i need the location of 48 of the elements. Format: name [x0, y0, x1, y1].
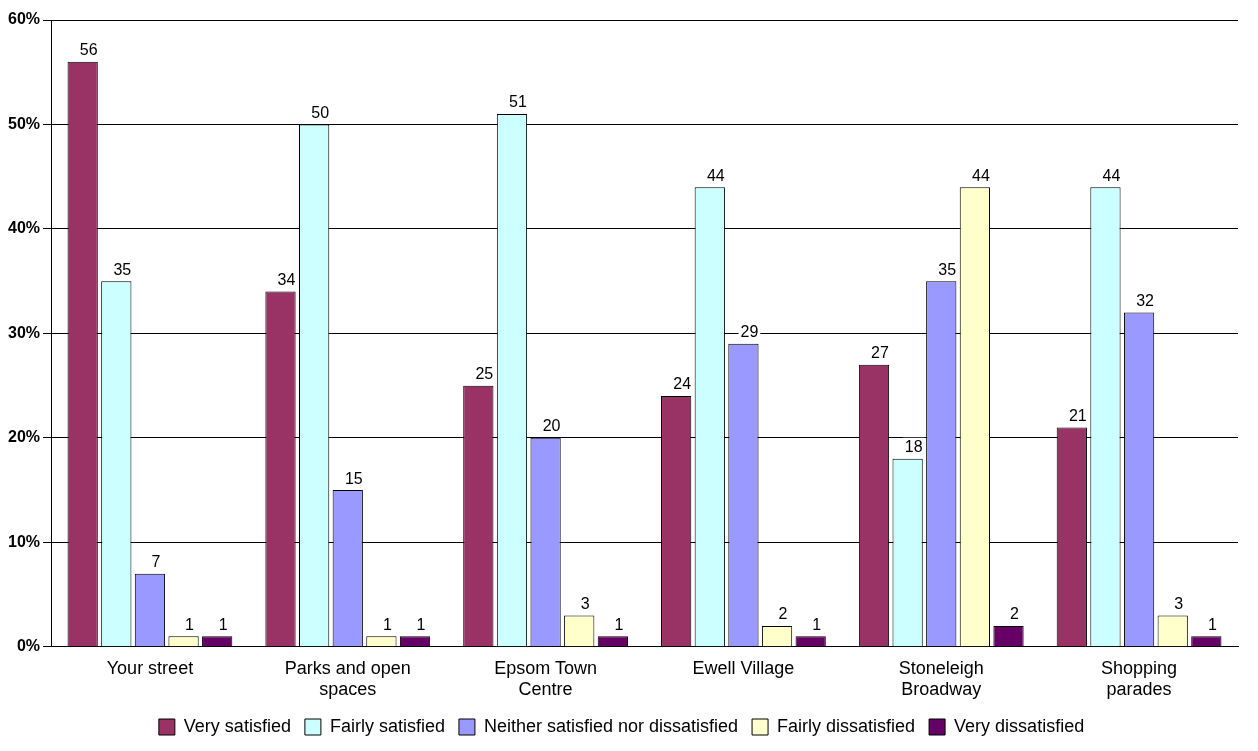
data-label: 2	[1010, 605, 1020, 623]
y-tick-label: 30%	[7, 323, 41, 341]
x-tick-label: Shopping parades	[1101, 657, 1178, 700]
legend-label: Very satisfied	[183, 715, 291, 736]
data-label: 34	[277, 271, 296, 289]
data-label: 24	[673, 375, 692, 393]
data-label: 21	[1068, 406, 1087, 424]
data-label: 29	[740, 323, 759, 341]
data-label: 18	[904, 438, 923, 456]
x-tick-label: Your street	[106, 657, 194, 678]
data-label: 15	[344, 469, 363, 487]
data-label: 20	[542, 417, 561, 435]
data-label: 1	[812, 615, 822, 633]
data-label: 44	[706, 166, 725, 184]
y-tick-label: 20%	[7, 428, 41, 446]
data-label: 50	[311, 103, 330, 121]
y-tick-label: 10%	[7, 532, 41, 550]
data-label: 1	[185, 615, 195, 633]
x-tick-label: Stoneleigh Broadway	[898, 657, 984, 700]
data-label: 44	[971, 166, 990, 184]
data-label: 3	[580, 594, 590, 612]
legend-label: Neither satisfied nor dissatisfied	[483, 715, 739, 736]
data-label: 7	[151, 553, 161, 571]
data-label: 3	[1174, 594, 1184, 612]
y-tick-label: 60%	[7, 10, 41, 28]
legend-label: Very dissatisfied	[954, 715, 1085, 736]
legend-label: Fairly dissatisfied	[777, 715, 916, 736]
data-label: 25	[475, 365, 494, 383]
data-label: 32	[1136, 291, 1155, 309]
y-tick-label: 0%	[16, 637, 41, 655]
data-label: 1	[382, 615, 392, 633]
x-tick-label: Ewell Village	[692, 657, 795, 678]
data-label: 27	[871, 344, 889, 362]
data-label: 1	[218, 615, 228, 633]
data-label: 35	[113, 260, 132, 278]
x-tick-label: Epsom Town Centre	[494, 657, 597, 700]
data-label: 51	[509, 93, 527, 111]
data-label: 1	[1207, 615, 1217, 633]
data-label: 35	[938, 260, 957, 278]
data-label: 44	[1102, 166, 1121, 184]
data-label: 2	[778, 605, 788, 623]
legend-label: Fairly satisfied	[329, 715, 445, 736]
y-tick-label: 40%	[7, 219, 41, 237]
data-label: 56	[79, 41, 98, 59]
x-tick-label: Parks and open spaces	[284, 657, 411, 700]
y-tick-label: 50%	[7, 114, 41, 132]
data-label: 1	[416, 615, 426, 633]
data-label: 1	[614, 615, 624, 633]
